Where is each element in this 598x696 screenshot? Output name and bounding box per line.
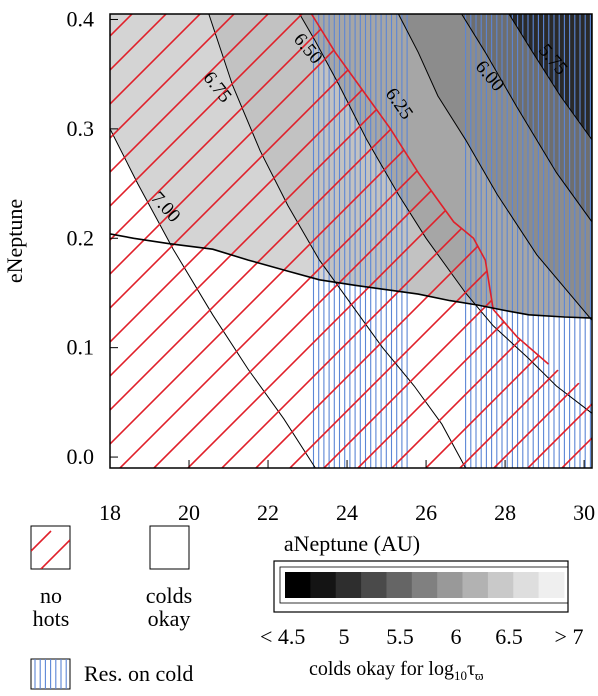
legend-no-hots-label-2: hots: [33, 606, 70, 631]
legend-colds-okay-label-2: okay: [148, 606, 191, 631]
contour-shading: [110, 14, 592, 468]
legend-no-hots: no hots: [30, 525, 71, 631]
no-hots-hatch-line-5: [110, 14, 241, 468]
plot-area: [110, 14, 592, 468]
no-hots-edge: [310, 14, 550, 365]
no-hots-hatch-line-10: [110, 14, 411, 468]
shade-region-7: [509, 14, 592, 140]
legend-res-hatch: [34, 659, 67, 689]
no-hots-hatch-line-18: [221, 14, 592, 468]
no-hots-hatch-line-26: [493, 14, 592, 468]
colorbar-tick-4: 6.5: [495, 624, 523, 649]
colorbar-cell-3: [361, 572, 387, 598]
y-tick-label-0.1: 0.1: [67, 335, 95, 360]
contour-line-5.75: [508, 14, 592, 141]
colorbar-tick-3: 6: [451, 624, 462, 649]
x-tick-label-28: 28: [494, 500, 516, 525]
no-hots-hatch-line-7: [110, 14, 309, 468]
colorbar-cell-8: [487, 572, 514, 598]
y-tick-label-0.2: 0.2: [67, 225, 95, 250]
plot-frame: [109, 13, 593, 469]
legend-colds-okay-label-1: colds: [146, 583, 192, 608]
colds-not-okay-region: [110, 233, 592, 468]
legend-no-hots-label-1: no: [40, 583, 62, 608]
legend-res-label: Res. on cold: [84, 661, 193, 686]
colorbar-cell-5: [411, 572, 438, 598]
no-hots-hatch-line-24: [425, 14, 592, 468]
x-tick-label-26: 26: [415, 500, 437, 525]
resonance-hatch: [312, 14, 591, 468]
no-hots-hatch-line-6: [110, 14, 275, 468]
colorbar-cell-1: [310, 572, 337, 598]
y-tick-label-0.4: 0.4: [67, 6, 95, 31]
colorbar-title-tau: τ: [467, 658, 475, 680]
colorbar-title-main: colds okay for log: [309, 658, 454, 680]
contour-line-7.00: [110, 128, 316, 468]
colorbar-outer-frame: [273, 560, 569, 613]
no-hots-hatch-line-4: [110, 14, 207, 468]
colorbar-cell-10: [538, 572, 565, 598]
no-hots-hatch-line-25: [459, 14, 592, 468]
axis-ticks: 18 20 22 24 26 28 30 0.0 0.1 0.2 0.3 0.4: [67, 6, 596, 525]
colorbar-title-varpi: ϖ: [475, 668, 484, 683]
colds-okay-boundary-line: [110, 233, 592, 319]
contour-line-6.50: [299, 14, 592, 414]
legend-colds-okay: colds okay: [146, 525, 192, 631]
colorbar-cell-7: [462, 572, 489, 598]
shade-region-2: [110, 14, 592, 468]
colorbar-tick-2: 5.5: [386, 624, 414, 649]
no-hots-hatch-line-9: [110, 14, 377, 468]
x-tick-label-24: 24: [336, 500, 358, 525]
x-tick-label-18: 18: [99, 500, 121, 525]
colorbar-cell-6: [437, 572, 463, 598]
no-hots-hatch-line-23: [391, 14, 592, 468]
colorbar-title: colds okay for log10τϖ: [309, 658, 484, 683]
colorbar-tick-5: > 7: [555, 624, 584, 649]
colorbar-cells: [279, 566, 569, 604]
x-tick-label-20: 20: [178, 500, 200, 525]
contour-line-6.00: [461, 14, 592, 223]
x-tick-label-30: 30: [573, 500, 595, 525]
legend-res-on-cold: Res. on cold: [30, 658, 193, 690]
colorbar-cell-2: [335, 572, 362, 598]
colorbar-cell-4: [386, 572, 413, 598]
colorbar-cell-9: [513, 572, 540, 598]
y-axis-title: eNeptune: [2, 199, 27, 283]
x-tick-label-22: 22: [257, 500, 279, 525]
y-tick-label-0: 0.0: [67, 444, 95, 469]
colorbar-cell-0: [285, 572, 311, 598]
colorbar: < 4.5 5 5.5 6 6.5 > 7 colds okay for log…: [260, 560, 584, 683]
colorbar-tick-1: 5: [339, 624, 350, 649]
y-tick-label-0.3: 0.3: [67, 116, 95, 141]
contour-line-6.25: [397, 14, 592, 321]
colds-okay-boundary: [110, 233, 592, 319]
colorbar-tick-0: < 4.5: [260, 624, 305, 649]
x-axis-title: aNeptune (AU): [284, 531, 420, 556]
colorbar-title-sub: 10: [454, 668, 467, 683]
legend-no-hots-hatch: [31, 530, 70, 569]
legend-colds-okay-swatch: [149, 525, 190, 570]
